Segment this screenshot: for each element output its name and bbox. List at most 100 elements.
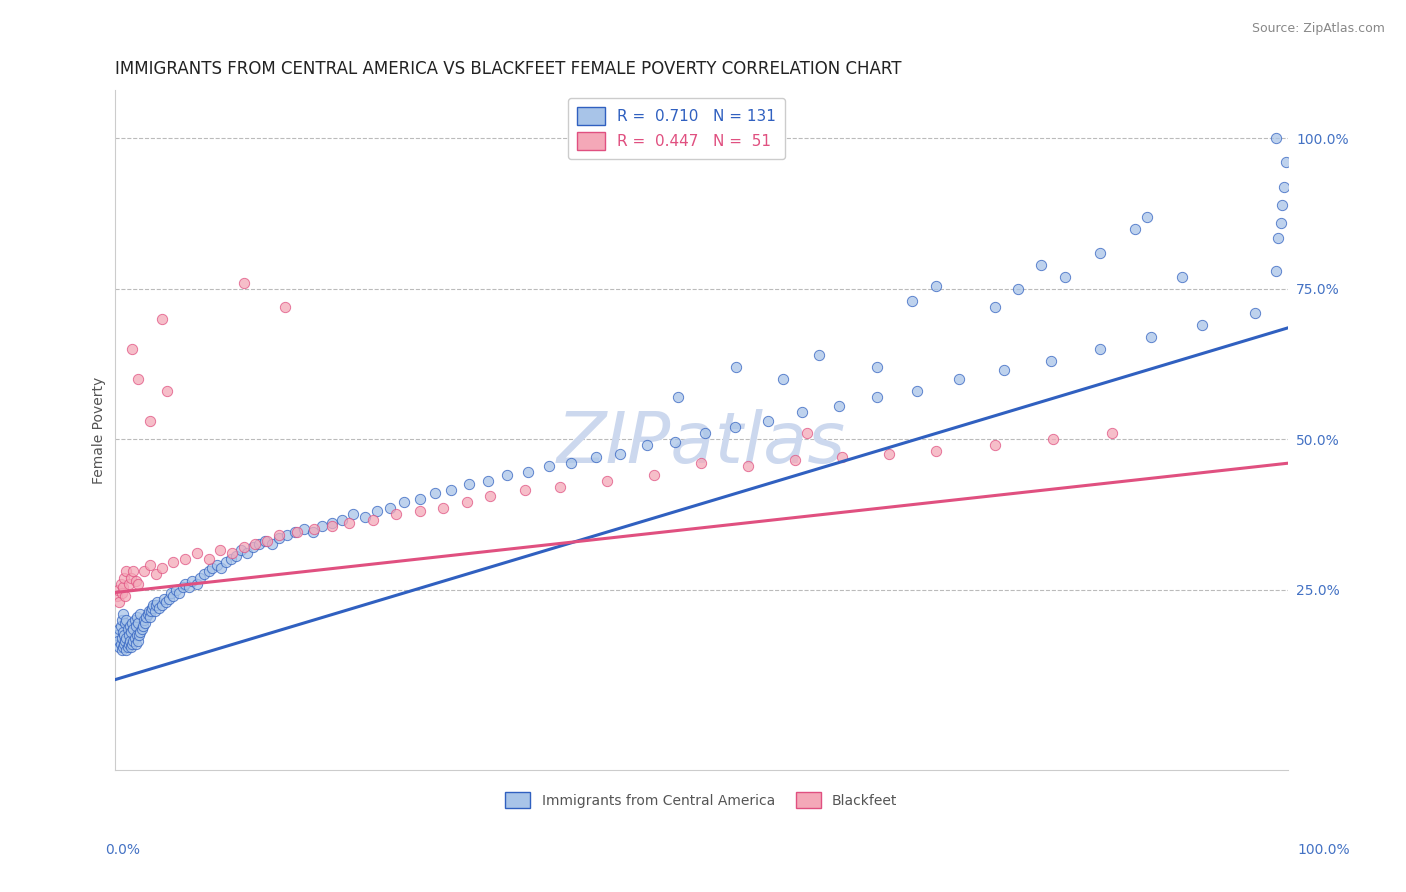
Point [550, 480, 572, 494]
Point [260, 537, 283, 551]
Point [409, 504, 432, 518]
Point [361, 513, 384, 527]
Point [253, 534, 276, 549]
Point [110, 618, 132, 632]
Point [209, 543, 232, 558]
Point [1265, 131, 1288, 145]
Point [156, 384, 179, 398]
Point [1125, 221, 1147, 235]
Text: 0.0%: 0.0% [105, 843, 141, 857]
Point [197, 565, 219, 579]
Point [1191, 318, 1213, 332]
Point [118, 627, 141, 641]
Point [111, 642, 134, 657]
Point [537, 459, 560, 474]
Point [585, 450, 607, 465]
Point [125, 637, 148, 651]
Point [215, 556, 238, 570]
Point [115, 631, 138, 645]
Point [516, 465, 538, 479]
Point [186, 576, 208, 591]
Y-axis label: Female Poverty: Female Poverty [93, 376, 107, 483]
Point [112, 627, 135, 641]
Point [274, 300, 297, 314]
Point [117, 622, 139, 636]
Point [111, 580, 134, 594]
Point [1031, 258, 1053, 272]
Point [124, 613, 146, 627]
Point [256, 534, 278, 549]
Point [609, 447, 631, 461]
Point [1267, 230, 1289, 244]
Point [181, 574, 204, 588]
Point [690, 456, 713, 470]
Point [150, 311, 173, 326]
Point [132, 618, 155, 632]
Point [385, 508, 408, 522]
Point [205, 558, 228, 573]
Point [901, 293, 924, 308]
Point [121, 637, 143, 651]
Legend: Immigrants from Central America, Blackfeet: Immigrants from Central America, Blackfe… [501, 787, 903, 814]
Point [128, 627, 150, 641]
Point [114, 589, 136, 603]
Point [353, 510, 375, 524]
Point [107, 582, 129, 597]
Point [150, 561, 173, 575]
Point [134, 615, 156, 630]
Point [993, 363, 1015, 377]
Point [186, 546, 208, 560]
Point [118, 618, 141, 632]
Point [125, 627, 148, 641]
Point [201, 561, 224, 575]
Point [135, 609, 157, 624]
Point [796, 426, 818, 441]
Point [1042, 432, 1064, 446]
Point [1136, 210, 1159, 224]
Point [177, 580, 200, 594]
Text: IMMIGRANTS FROM CENTRAL AMERICA VS BLACKFEET FEMALE POVERTY CORRELATION CHART: IMMIGRANTS FROM CENTRAL AMERICA VS BLACK… [115, 60, 901, 78]
Point [111, 640, 134, 654]
Point [792, 405, 814, 419]
Point [197, 552, 219, 566]
Point [131, 622, 153, 636]
Point [127, 576, 149, 591]
Point [108, 640, 131, 654]
Point [125, 609, 148, 624]
Point [125, 618, 148, 632]
Point [236, 546, 259, 560]
Point [666, 390, 689, 404]
Point [209, 561, 232, 575]
Point [139, 558, 162, 573]
Point [121, 342, 143, 356]
Point [737, 459, 759, 474]
Point [112, 570, 135, 584]
Point [162, 589, 184, 603]
Point [232, 541, 254, 555]
Point [118, 576, 141, 591]
Point [145, 567, 167, 582]
Point [115, 565, 138, 579]
Point [380, 501, 402, 516]
Point [724, 420, 747, 434]
Point [111, 585, 134, 599]
Point [440, 483, 463, 498]
Point [114, 615, 136, 630]
Point [267, 532, 290, 546]
Point [409, 492, 432, 507]
Point [174, 576, 197, 591]
Point [1272, 179, 1295, 194]
Point [785, 453, 807, 467]
Point [247, 537, 270, 551]
Point [366, 504, 388, 518]
Point [284, 525, 307, 540]
Point [125, 574, 148, 588]
Point [143, 604, 166, 618]
Point [107, 633, 129, 648]
Point [636, 438, 658, 452]
Point [127, 372, 149, 386]
Point [342, 508, 364, 522]
Text: ZIPatlas: ZIPatlas [557, 409, 846, 478]
Point [127, 615, 149, 630]
Point [827, 399, 849, 413]
